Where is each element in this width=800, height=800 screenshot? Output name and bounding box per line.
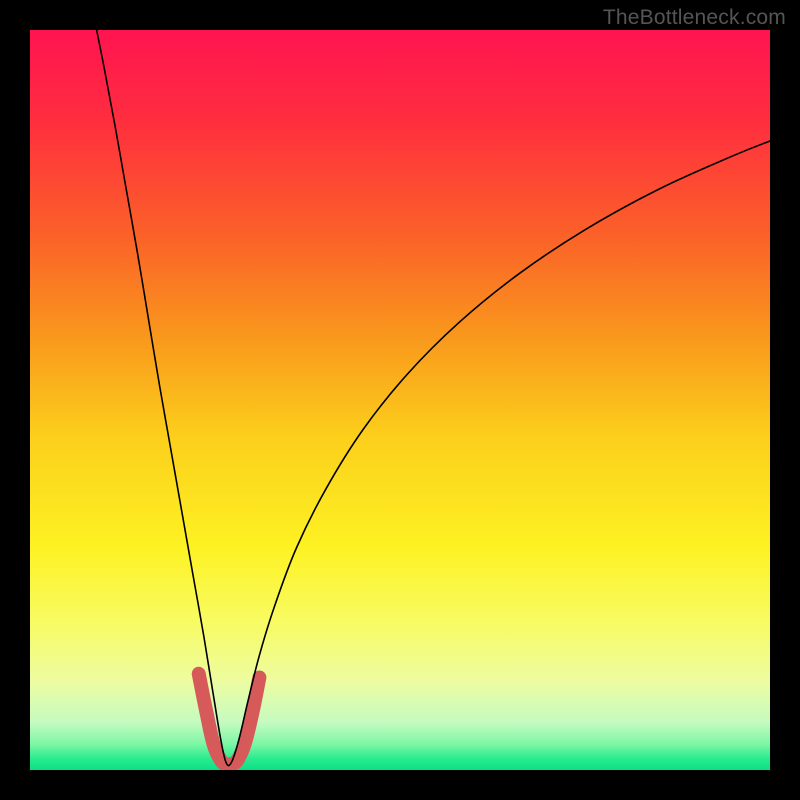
plot-svg: [30, 30, 770, 770]
watermark-text: TheBottleneck.com: [603, 6, 786, 30]
chart-container: TheBottleneck.com: [0, 0, 800, 800]
plot-background: [30, 30, 770, 770]
plot-area: [30, 30, 770, 770]
